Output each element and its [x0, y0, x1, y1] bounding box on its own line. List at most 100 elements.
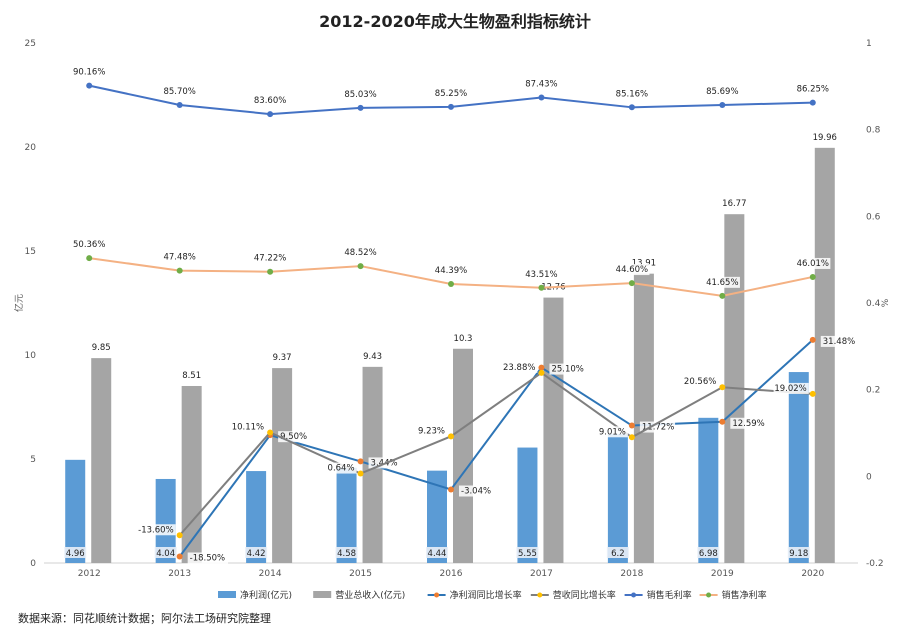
series-point — [357, 470, 364, 477]
bar-label-bg — [787, 547, 810, 558]
line-label-bg — [342, 88, 379, 100]
bar-label-bg — [335, 547, 358, 558]
line-label-bg — [326, 462, 357, 474]
bar-net-profit — [246, 471, 267, 563]
series-point — [267, 429, 274, 436]
bar-net-profit — [65, 459, 86, 563]
bar-revenue — [272, 368, 293, 563]
series-point — [809, 273, 816, 280]
line-data-label: 41.65% — [706, 278, 738, 288]
series-point — [357, 104, 364, 111]
y-right-tick-label: 0.2 — [866, 386, 880, 396]
series-point — [448, 433, 454, 440]
x-tick-label: 2020 — [801, 569, 824, 579]
series-point — [448, 280, 454, 287]
bar-label-bg — [245, 547, 268, 558]
line-label-bg — [417, 425, 447, 437]
bar-label-bg — [516, 547, 539, 558]
bar-data-label: 4.44 — [428, 549, 447, 559]
legend-swatch — [218, 591, 236, 598]
bar-revenue — [814, 147, 835, 563]
line-label-bg — [523, 268, 560, 280]
series-point — [628, 422, 635, 429]
line-data-label: -3.04% — [461, 487, 491, 497]
series-point — [448, 486, 454, 493]
line-label-bg — [614, 264, 650, 276]
y-right-tick-label: 0.6 — [866, 212, 881, 222]
line-data-label: 85.03% — [344, 90, 376, 100]
line-label-bg — [187, 552, 229, 564]
series-point — [809, 390, 816, 397]
bar-net-profit — [698, 417, 719, 563]
bar-revenue — [181, 385, 202, 563]
line-label-bg — [549, 363, 585, 375]
x-tick-label: 2017 — [530, 569, 553, 579]
bar-data-label: 4.58 — [337, 549, 356, 559]
bar-net-profit — [607, 434, 628, 563]
y-right-tick-label: 0.4 — [866, 299, 881, 309]
line-label-bg — [252, 252, 288, 264]
bar-data-label: 9.43 — [363, 352, 382, 362]
line-label-bg — [683, 376, 719, 388]
line-label-bg — [523, 78, 560, 90]
line-label-bg — [795, 257, 831, 269]
x-tick-label: 2015 — [349, 569, 372, 579]
line-data-label: 9.01% — [599, 427, 626, 437]
line-data-label: 19.02% — [774, 384, 806, 394]
series-point — [538, 94, 545, 101]
series-point — [809, 336, 816, 343]
y-right-axis-title: % — [881, 298, 891, 307]
series-point — [538, 284, 545, 291]
y-left-axis-title: 亿元 — [13, 294, 25, 312]
bar-data-label: 4.42 — [247, 549, 266, 559]
line-data-label: 87.43% — [525, 79, 557, 89]
y-left-tick-label: 5 — [30, 455, 36, 465]
series-point — [357, 458, 364, 465]
y-right-tick-label: 1 — [866, 39, 872, 49]
line-data-label: 44.39% — [435, 266, 467, 276]
line-label-bg — [433, 264, 469, 276]
series-point — [86, 255, 93, 262]
bar-revenue — [453, 348, 473, 563]
legend-label: 销售毛利率 — [647, 589, 692, 601]
line-label-bg — [162, 85, 198, 97]
source-note: 数据来源：同花顺统计数据；阿尔法工场研究院整理 — [18, 612, 271, 625]
bar-data-label: 16.77 — [722, 199, 746, 209]
bar-revenue — [543, 297, 564, 563]
line-data-label: 85.70% — [163, 87, 195, 97]
line-data-label: 20.56% — [684, 377, 716, 387]
y-right-tick-label: 0 — [866, 472, 872, 482]
x-tick-label: 2016 — [440, 569, 463, 579]
bar-net-profit — [788, 372, 809, 563]
line-data-label: -13.60% — [138, 525, 173, 535]
line-data-label: 10.11% — [232, 423, 264, 433]
line-label-bg — [459, 485, 495, 497]
legend-marker — [434, 592, 440, 598]
legend-label: 净利润(亿元) — [240, 589, 292, 601]
series-point — [176, 532, 183, 539]
line-data-label: 12.59% — [732, 419, 764, 429]
series-point — [448, 103, 454, 110]
y-right-tick-label: 0.8 — [866, 126, 881, 136]
series-point — [628, 104, 635, 111]
line-data-label: 48.52% — [344, 248, 376, 258]
line-label-bg — [597, 426, 628, 438]
legend-marker — [631, 592, 637, 598]
bar-data-label: 6.2 — [611, 549, 625, 559]
series-point — [267, 268, 274, 275]
line-data-label: 90.16% — [73, 68, 105, 78]
series-point — [176, 267, 183, 274]
legend-label: 净利润同比增长率 — [450, 589, 522, 601]
line-data-label: 47.48% — [163, 253, 195, 263]
bar-data-label: 5.55 — [518, 549, 537, 559]
series-point — [357, 263, 364, 270]
line-data-label: 23.88% — [503, 363, 535, 373]
series-point — [176, 553, 183, 560]
y-right-tick-label: -0.2 — [866, 559, 884, 569]
x-tick-label: 2014 — [259, 569, 282, 579]
line-label-bg — [433, 87, 469, 99]
bar-revenue — [633, 273, 654, 563]
bar-data-label: 9.18 — [789, 549, 808, 559]
line-label-bg — [162, 251, 198, 263]
